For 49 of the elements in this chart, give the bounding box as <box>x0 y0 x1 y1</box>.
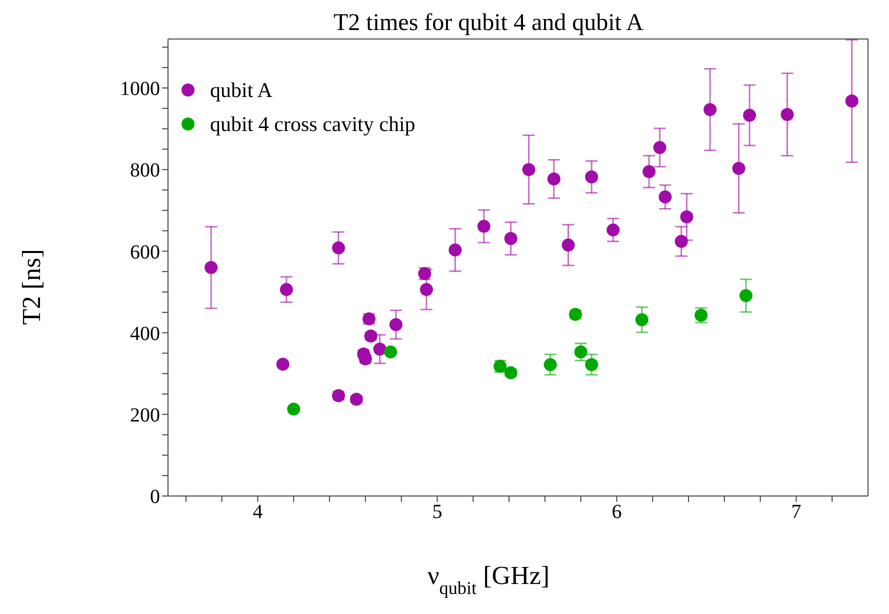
point <box>280 283 293 296</box>
point <box>204 261 218 274</box>
x-tick-label: 7 <box>791 501 802 524</box>
x-tick-label: 6 <box>612 501 622 524</box>
point <box>522 163 536 176</box>
point <box>384 345 398 358</box>
point <box>373 342 386 356</box>
chart-title: T2 times for qubit 4 and qubit A <box>334 10 644 36</box>
y-tick-label: 1000 <box>120 78 160 100</box>
point <box>674 234 688 248</box>
y-axis-title: T2 [ns] <box>17 249 46 325</box>
point <box>653 141 666 154</box>
y-tick-label: 400 <box>130 322 160 345</box>
point <box>743 108 756 122</box>
point <box>504 232 518 246</box>
point <box>547 172 560 186</box>
point <box>448 243 462 256</box>
point <box>420 283 433 296</box>
y-tick-label: 0 <box>150 486 160 508</box>
point <box>739 289 752 302</box>
y-tick-label: 200 <box>130 404 160 426</box>
point <box>680 210 694 224</box>
point <box>635 313 648 326</box>
x-tick-label: 4 <box>252 501 263 524</box>
point <box>350 392 363 406</box>
y-tick-label: 600 <box>130 241 160 264</box>
point <box>287 402 300 416</box>
x-axis-title: ν$_{qubit}$ [GHz] <box>427 561 550 598</box>
point <box>704 103 717 116</box>
point <box>780 108 794 121</box>
point <box>562 238 575 252</box>
point <box>332 241 346 254</box>
point <box>658 190 672 204</box>
point <box>845 94 858 108</box>
point <box>544 358 557 372</box>
legend-label: qubit 4 cross cavity chip <box>210 112 416 136</box>
point <box>276 358 290 371</box>
point <box>574 345 588 358</box>
x-tick-label: 5 <box>432 501 442 524</box>
legend-label: qubit A <box>210 78 274 102</box>
point <box>642 165 656 178</box>
point <box>477 220 490 233</box>
point <box>585 170 598 184</box>
point <box>606 223 620 236</box>
point <box>364 330 378 343</box>
point <box>732 162 746 175</box>
y-tick-label: 800 <box>130 160 160 182</box>
point <box>389 318 402 332</box>
point <box>585 358 598 372</box>
